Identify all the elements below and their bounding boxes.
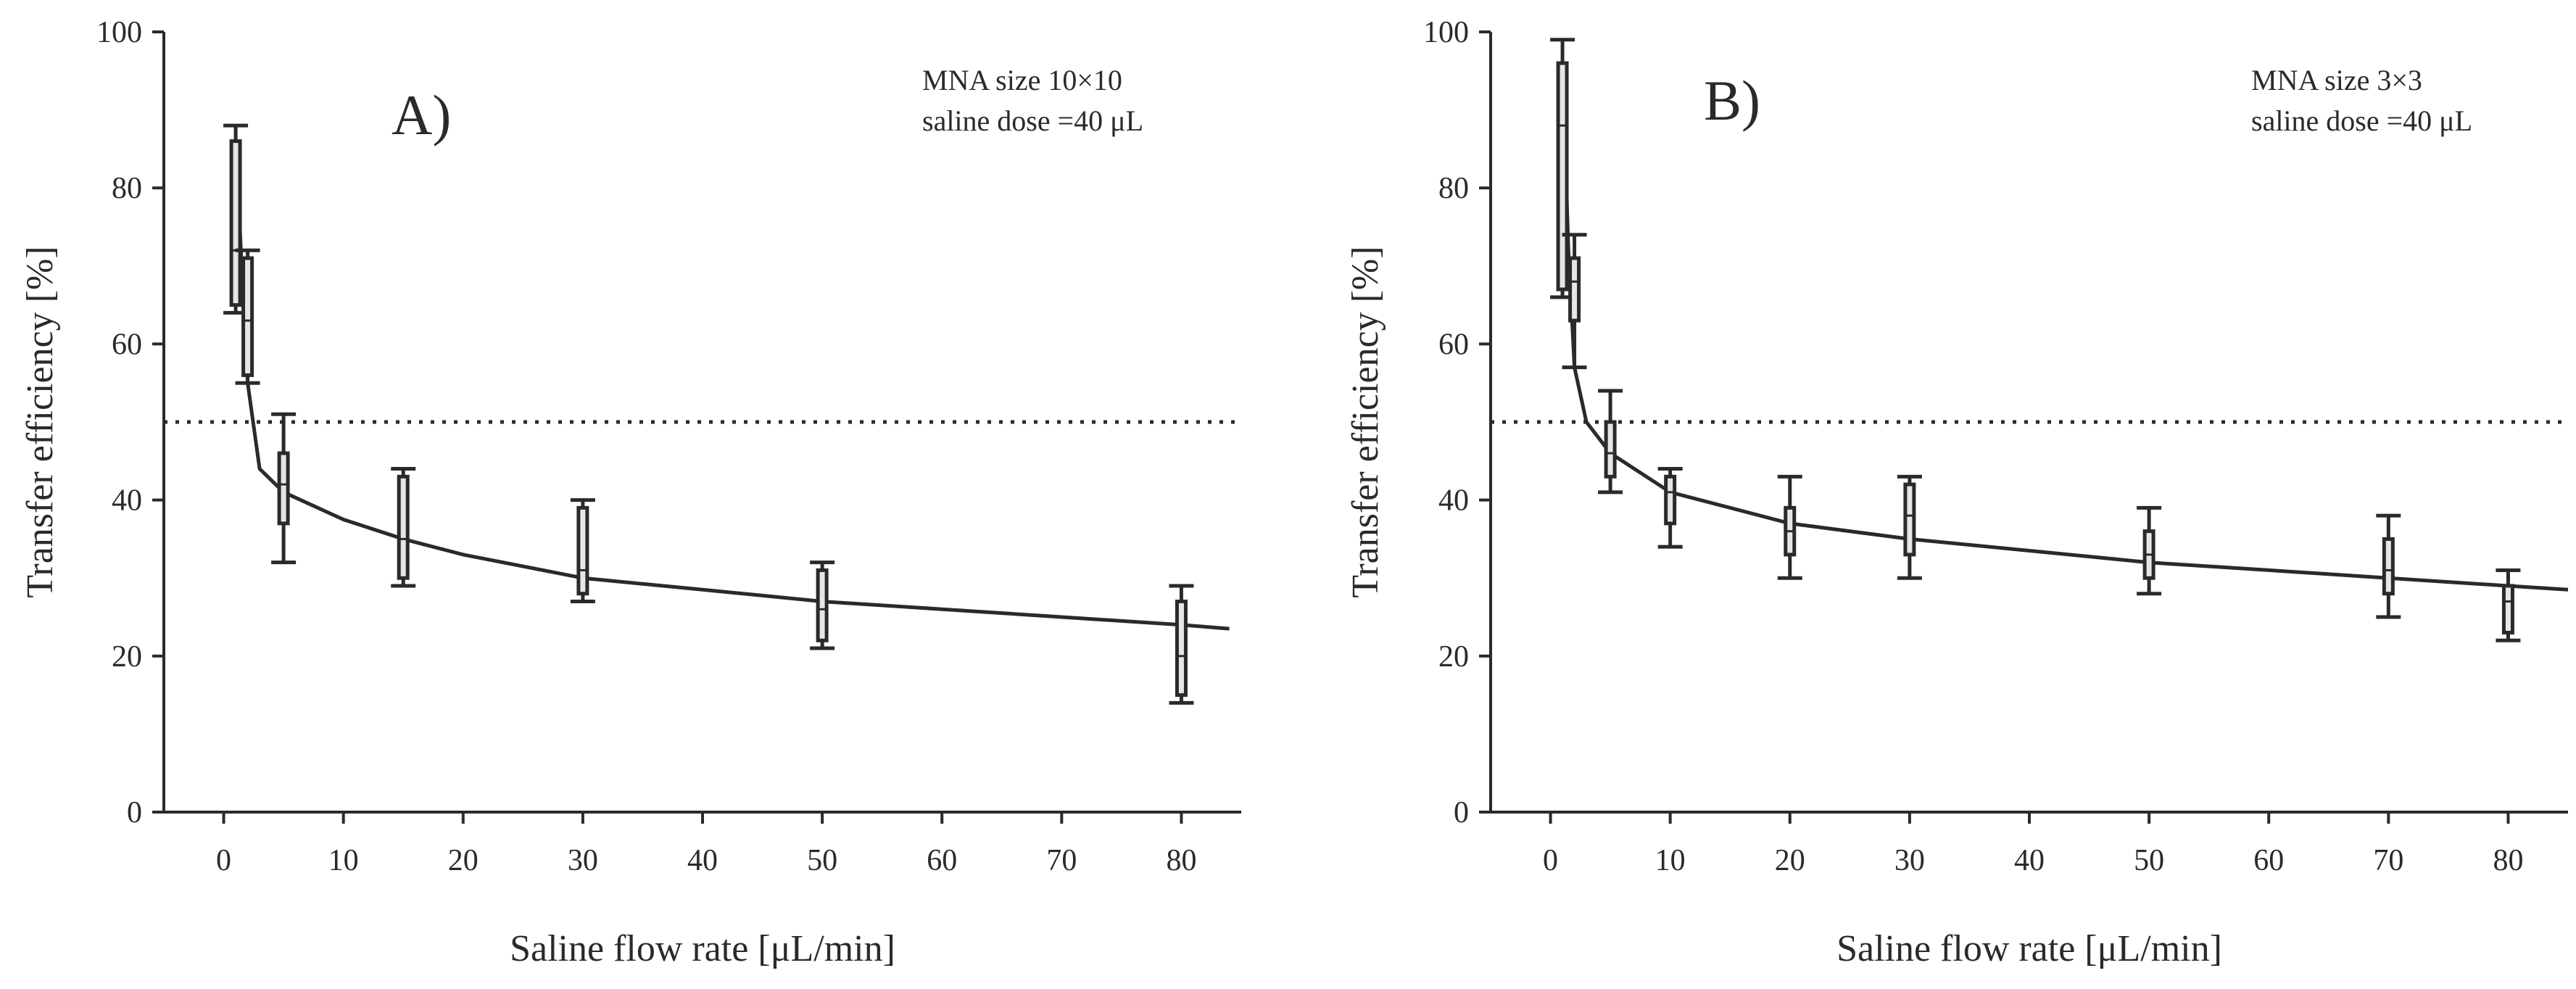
y-tick-label: 80: [1438, 172, 1469, 205]
box-plot-x50: [2137, 505, 2162, 596]
y-tick-label: 100: [1423, 16, 1469, 49]
box-plot-x80: [1169, 584, 1194, 705]
box: [1664, 474, 1677, 526]
box: [2382, 537, 2395, 596]
panel-b: 0 20 40 60 80 100 0 10 20 30 40 50 60 70 80 Saline flow…: [1345, 16, 2569, 969]
panel-label: A): [392, 83, 451, 146]
box-plot-x30: [1897, 474, 1922, 580]
x-tick-label: 70: [2373, 844, 2403, 877]
box-plot-x5: [1598, 389, 1623, 494]
box: [229, 139, 242, 307]
x-tick-label: 10: [328, 844, 359, 877]
box-plot-x10: [1657, 467, 1683, 549]
box-plot-x5: [271, 412, 297, 565]
box: [2501, 584, 2514, 635]
x-tick-label: 40: [687, 844, 718, 877]
box-plot-x1: [1550, 38, 1575, 299]
y-tick-label: 20: [112, 640, 142, 674]
box-plot-x80: [2496, 568, 2521, 642]
annotation-line: MNA size 3×3: [2251, 64, 2422, 96]
x-tick-label: 80: [1166, 844, 1196, 877]
x-tick-label: 70: [1046, 844, 1077, 877]
fit-curve: [1560, 70, 2569, 592]
x-tick-label: 50: [2134, 844, 2164, 877]
annotation-line: MNA size 10×10: [922, 64, 1122, 96]
box-plot-x2: [235, 248, 260, 385]
y-axis-title: Transfer efficiency [%]: [20, 246, 61, 597]
box-plot-x30: [570, 498, 595, 603]
x-tick-label: 0: [1543, 844, 1558, 877]
y-tick-label: 60: [1438, 328, 1469, 361]
x-tick-label: 0: [216, 844, 231, 877]
box: [241, 256, 254, 377]
x-tick-label: 20: [448, 844, 479, 877]
x-tick-label: 10: [1655, 844, 1686, 877]
x-axis-title: Saline flow rate [μL/min]: [1836, 928, 2222, 969]
y-tick-label: 80: [112, 172, 142, 205]
y-tick-label: 0: [127, 796, 142, 829]
annotation-line: saline dose =40 μL: [2251, 104, 2472, 137]
box: [1568, 256, 1581, 323]
x-tick-label: 30: [1894, 844, 1925, 877]
panel-label: B): [1704, 69, 1760, 132]
x-tick-label: 30: [568, 844, 598, 877]
x-tick-label: 60: [2253, 844, 2284, 877]
box-plot-x50: [810, 560, 835, 650]
x-tick-label: 50: [807, 844, 837, 877]
box-plot-x2: [1562, 233, 1587, 370]
box: [1903, 482, 1916, 557]
box-plot-x15: [391, 467, 416, 588]
x-tick-label: 20: [1775, 844, 1805, 877]
y-axis-title: Transfer efficiency [%]: [1345, 246, 1386, 597]
x-tick-label: 40: [2014, 844, 2045, 877]
y-tick-label: 100: [96, 16, 142, 49]
x-tick-label: 60: [927, 844, 957, 877]
x-axis-title: Saline flow rate [μL/min]: [510, 928, 895, 969]
panel-a: 0 20 40 60 80 100 0 10 20 30 40 50 60 70 80 Saline flow…: [20, 16, 1241, 969]
box-plot-x20: [1777, 474, 1802, 580]
x-tick-label: 80: [2493, 844, 2523, 877]
box: [1175, 599, 1188, 698]
y-tick-label: 40: [112, 484, 142, 518]
y-tick-label: 0: [1454, 796, 1469, 829]
box: [816, 568, 829, 642]
box: [397, 474, 410, 580]
fit-curve: [233, 141, 1230, 631]
box: [277, 451, 290, 526]
box-plot-x70: [2376, 513, 2401, 619]
annotation-line: saline dose =40 μL: [922, 104, 1143, 137]
y-tick-label: 60: [112, 328, 142, 361]
box: [576, 505, 589, 596]
y-tick-label: 20: [1438, 640, 1469, 674]
box: [1604, 420, 1617, 479]
box: [1556, 61, 1569, 291]
y-tick-label: 40: [1438, 484, 1469, 518]
